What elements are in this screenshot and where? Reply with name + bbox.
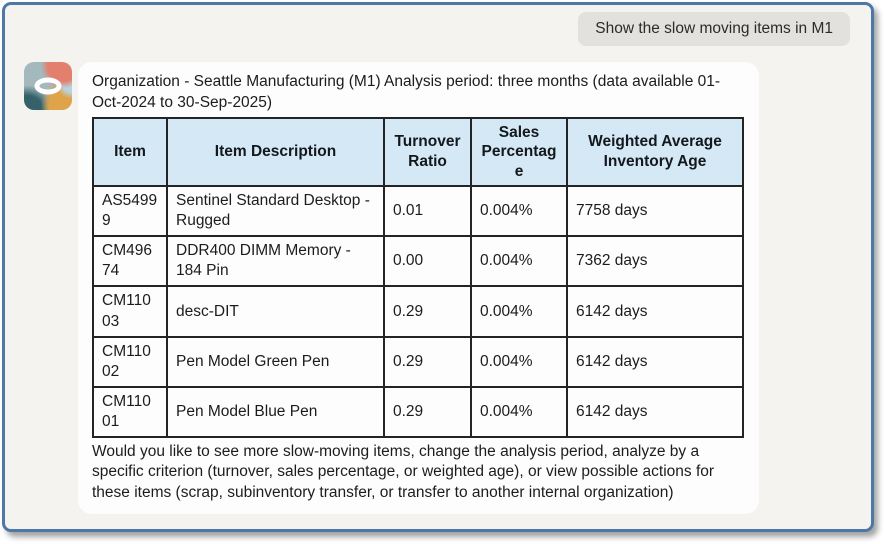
- cell-item: CM49674: [92, 235, 168, 288]
- cell-item: AS54999: [92, 184, 168, 238]
- cell-description: desc-DIT: [166, 285, 385, 338]
- assistant-avatar: [24, 62, 72, 110]
- cell-description: Sentinel Standard Desktop - Rugged: [166, 184, 385, 238]
- cell-turnover-ratio: 0.29: [383, 335, 472, 389]
- user-message-bubble: Show the slow moving items in M1: [578, 12, 850, 46]
- cell-turnover-ratio: 0.29: [383, 385, 472, 439]
- cell-item: CM11001: [92, 385, 168, 439]
- bot-message-bubble: Organization - Seattle Manufacturing (M1…: [78, 62, 759, 514]
- column-header-sales-percentage: Sales Percentage: [470, 116, 568, 187]
- cell-description: DDR400 DIMM Memory - 184 Pin: [166, 235, 385, 288]
- cell-turnover-ratio: 0.00: [383, 235, 472, 288]
- cell-inventory-age: 7362 days: [566, 235, 744, 288]
- analysis-summary-text: Organization - Seattle Manufacturing (M1…: [92, 73, 721, 112]
- oracle-logo-icon: [34, 77, 62, 95]
- cell-turnover-ratio: 0.01: [383, 184, 472, 238]
- cell-inventory-age: 6142 days: [566, 285, 744, 338]
- column-header-item: Item: [92, 116, 168, 187]
- cell-description: Pen Model Blue Pen: [166, 385, 385, 439]
- cell-inventory-age: 6142 days: [566, 385, 744, 439]
- table-header-row: Item Item Description Turnover Ratio Sales …: [92, 116, 744, 187]
- table-body: AS54999 Sentinel Standard Desktop - Rugge…: [92, 184, 744, 439]
- bot-message-row: Organization - Seattle Manufacturing (M1…: [24, 62, 759, 514]
- table-row: CM11003 desc-DIT 0.29 0.004% 6142 days: [92, 285, 744, 338]
- slow-moving-items-table: Item Item Description Turnover Ratio Sales …: [92, 116, 744, 439]
- cell-item: CM11003: [92, 285, 168, 338]
- cell-sales-percentage: 0.004%: [470, 385, 568, 439]
- table-row: CM49674 DDR400 DIMM Memory - 184 Pin 0.00 0…: [92, 235, 744, 288]
- cell-sales-percentage: 0.004%: [470, 184, 568, 238]
- column-header-description: Item Description: [166, 116, 385, 187]
- table-row: CM11001 Pen Model Blue Pen 0.29 0.004% 6142 …: [92, 385, 744, 439]
- cell-inventory-age: 7758 days: [566, 184, 744, 238]
- column-header-inventory-age: Weighted Average Inventory Age: [566, 116, 744, 187]
- cell-item: CM11002: [92, 335, 168, 389]
- column-header-turnover-ratio: Turnover Ratio: [383, 116, 472, 187]
- cell-turnover-ratio: 0.29: [383, 285, 472, 338]
- table-row: CM11002 Pen Model Green Pen 0.29 0.004% 6142…: [92, 335, 744, 389]
- table-row: AS54999 Sentinel Standard Desktop - Rugge…: [92, 184, 744, 238]
- cell-sales-percentage: 0.004%: [470, 335, 568, 389]
- follow-up-prompt-text: Would you like to see more slow-moving i…: [92, 443, 715, 501]
- cell-description: Pen Model Green Pen: [166, 335, 385, 389]
- cell-sales-percentage: 0.004%: [470, 285, 568, 338]
- cell-sales-percentage: 0.004%: [470, 235, 568, 288]
- cell-inventory-age: 6142 days: [566, 335, 744, 389]
- chat-window: Show the slow moving items in M1 Organiz…: [2, 2, 874, 532]
